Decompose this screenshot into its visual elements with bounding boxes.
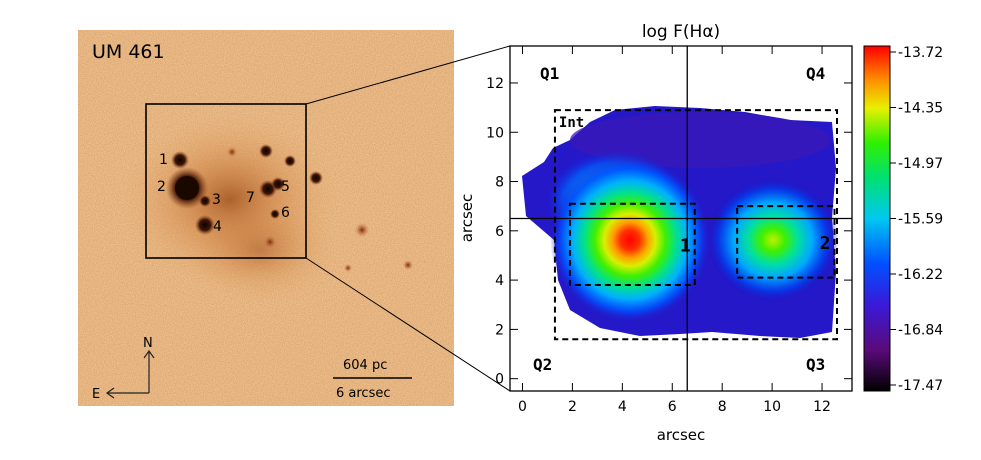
galaxy-image-panel: UM 461 1 2 3 4 5 6 7 N E 604 pc 6 arcsec <box>78 30 454 406</box>
crosshair <box>510 46 852 391</box>
quadrant-label: Q2 <box>533 355 552 374</box>
knot-extra-1 <box>259 144 273 158</box>
scale-angular-label: 6 arcsec <box>336 386 391 401</box>
quadrant-label: Q1 <box>540 64 559 83</box>
knot-extra-2 <box>284 155 296 167</box>
compass-north-label: N <box>143 336 153 351</box>
knot-label: 7 <box>246 190 255 206</box>
knot-2-core <box>175 176 199 200</box>
knot-label: 2 <box>157 179 166 195</box>
faint-source-5 <box>227 147 237 157</box>
galaxy-halo-outer <box>180 195 340 305</box>
aperture-box <box>736 205 836 279</box>
knot-labels: 1 2 3 4 5 6 7 <box>157 152 290 235</box>
faint-source-3 <box>403 260 413 270</box>
colorbar-tick-label: -15.59 <box>898 212 943 228</box>
colorbar-tick-label: -17.47 <box>898 378 943 394</box>
knot-5-blob <box>271 177 285 191</box>
colorbar-tick-label: -16.84 <box>898 323 943 339</box>
scale-bar: 604 pc 6 arcsec <box>333 358 412 401</box>
knot-4-blob <box>195 215 215 235</box>
aperture-box <box>568 202 696 287</box>
colorbar-tick-label: -13.72 <box>898 45 943 61</box>
connector-bottom <box>305 257 511 392</box>
aperture-label: Int <box>559 115 584 131</box>
flux-map <box>522 106 839 338</box>
x-tick-label: 12 <box>813 399 831 415</box>
aperture-label: 1 <box>680 235 691 256</box>
knot-label: 6 <box>281 205 290 221</box>
y-tick-label: 6 <box>495 224 504 240</box>
y-tick-label: 12 <box>486 76 504 92</box>
zoom-box <box>145 103 307 259</box>
faint-source-4 <box>344 264 352 272</box>
knot-1-blob <box>171 151 189 169</box>
aperture-label: 2 <box>820 233 831 254</box>
y-tick-label: 4 <box>495 273 504 289</box>
faint-source-1 <box>264 236 276 248</box>
knot-extra-3 <box>309 171 323 185</box>
x-axis-label: arcsec <box>657 426 706 444</box>
quadrant-label: Q4 <box>806 64 825 83</box>
source-2-emission <box>707 178 839 302</box>
x-tick-label: 2 <box>568 399 577 415</box>
connector-top <box>305 45 511 105</box>
x-tick-label: 10 <box>763 399 781 415</box>
y-tick-label: 2 <box>495 322 504 338</box>
compass <box>105 349 155 399</box>
apertures: Int 1 2 <box>553 109 839 341</box>
colorbar-ticks: -13.72 -14.35 -14.97 -15.59 -16.22 -16.84 -17.… <box>890 45 943 394</box>
chart-title: log F(Hα) <box>642 22 720 42</box>
galaxy-name: UM 461 <box>92 41 165 63</box>
y-tick-label: 10 <box>486 125 504 141</box>
x-tick-label: 4 <box>618 399 627 415</box>
y-tick-label: 0 <box>495 372 504 388</box>
knot-6-blob <box>270 209 280 219</box>
colorbar-tick-label: -14.35 <box>898 101 943 117</box>
scale-physical-label: 604 pc <box>343 358 387 373</box>
colorbar-gradient <box>863 45 891 392</box>
knot-label: 3 <box>212 192 221 208</box>
knot-label: 5 <box>281 179 290 195</box>
knot-3-blob <box>199 195 211 207</box>
knot-label: 4 <box>213 219 222 235</box>
colorbar: -13.72 -14.35 -14.97 -15.59 -16.22 -16.84 -17.… <box>863 45 943 394</box>
y-tick-label: 8 <box>495 175 504 191</box>
colorbar-tick-label: -14.97 <box>898 156 943 172</box>
y-axis-label: arcsec <box>458 194 476 243</box>
compass-east-label: E <box>92 387 100 402</box>
x-tick-label: 0 <box>518 399 527 415</box>
colorbar-tick-label: -16.22 <box>898 267 943 283</box>
aperture-box <box>553 109 839 341</box>
source-1-emission <box>550 158 710 322</box>
x-tick-label: 8 <box>718 399 727 415</box>
faint-source-2 <box>355 223 369 237</box>
x-tick-label: 6 <box>668 399 677 415</box>
quadrant-label: Q3 <box>806 355 825 374</box>
knot-label: 1 <box>159 152 168 168</box>
